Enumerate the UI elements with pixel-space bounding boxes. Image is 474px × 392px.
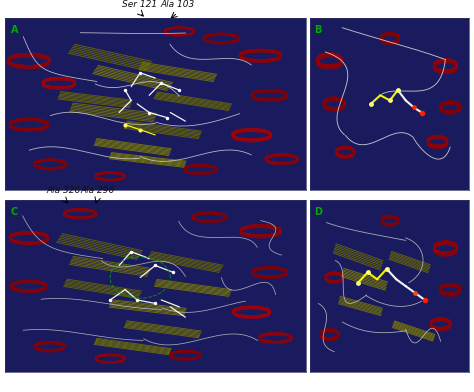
Text: B: B bbox=[314, 25, 321, 34]
Text: Ala 326: Ala 326 bbox=[47, 186, 81, 195]
Text: Ser 121: Ser 121 bbox=[122, 0, 157, 9]
Text: A: A bbox=[11, 25, 18, 34]
Text: D: D bbox=[314, 207, 322, 217]
Text: C: C bbox=[11, 207, 18, 217]
Text: Ala 103: Ala 103 bbox=[161, 0, 195, 9]
Text: Ala 296: Ala 296 bbox=[80, 186, 114, 195]
